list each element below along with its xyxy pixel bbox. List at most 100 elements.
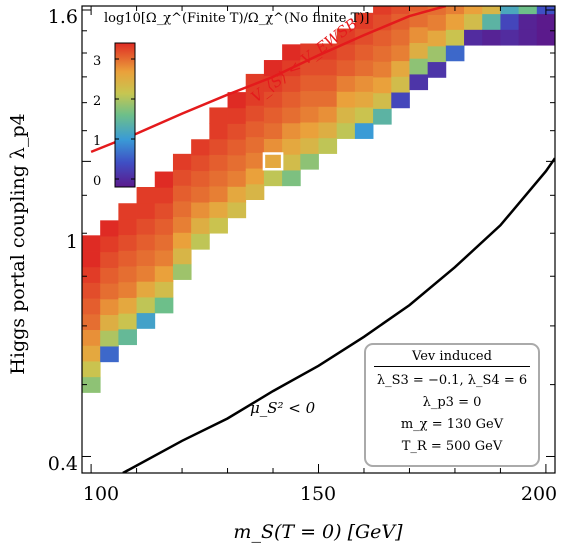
y-tick-1.6: 1.6 <box>48 6 78 28</box>
heatmap-cell <box>209 123 228 140</box>
x-tick-200: 200 <box>521 483 557 505</box>
heatmap-cell <box>136 202 156 219</box>
heatmap-cell <box>191 186 210 203</box>
heatmap-cell <box>118 313 137 330</box>
heatmap-cell <box>263 91 283 108</box>
heatmap-cell <box>191 170 210 187</box>
heatmap-cell <box>136 312 156 329</box>
heatmap-cell <box>100 330 119 347</box>
y-tick-0.4: 0.4 <box>48 453 78 475</box>
mu-squared-boundary-curve <box>122 157 555 473</box>
heatmap-cell <box>318 59 338 76</box>
heatmap-cell <box>391 76 410 93</box>
heatmap-cell <box>118 218 137 236</box>
heatmap-cell <box>354 107 374 124</box>
heatmap-cell <box>336 107 356 124</box>
heatmap-cell <box>172 153 192 170</box>
heatmap-cell <box>136 187 156 204</box>
heatmap-cell <box>318 106 338 123</box>
heatmap-cell <box>373 6 392 15</box>
heatmap-cell <box>518 13 538 30</box>
ewsb-boundary-curve <box>90 6 447 154</box>
heatmap-cell <box>82 298 101 315</box>
colorbar-tick-0: 0 <box>93 174 101 189</box>
heatmap-cell <box>172 185 192 202</box>
heatmap-cell <box>409 74 429 91</box>
heatmap-cell <box>354 75 374 92</box>
heatmap-cell <box>354 59 374 77</box>
heatmap-cell <box>409 58 429 75</box>
heatmap-cell <box>336 91 356 108</box>
heatmap-cell <box>245 121 265 138</box>
heatmap-cell <box>100 236 119 253</box>
heatmap-cell <box>154 250 174 267</box>
heatmap-cell <box>500 6 520 15</box>
colorbar-title: log10[Ω_χ^(Finite T)/Ω_χ^(No finite T)] <box>104 11 369 26</box>
heatmap-cell <box>373 61 392 78</box>
y-axis-ticks <box>82 9 555 457</box>
heatmap-cell <box>245 152 265 169</box>
heatmap-cell <box>245 183 265 200</box>
heatmap-cell <box>354 122 374 139</box>
heatmap-cell <box>354 44 374 61</box>
heatmap-cell <box>336 59 356 77</box>
heatmap-cell <box>82 266 101 283</box>
heatmap-cell <box>154 218 174 235</box>
heatmap-cell <box>282 91 301 108</box>
heatmap-cell <box>373 108 392 125</box>
heatmap-cell <box>427 30 447 47</box>
heatmap-cell <box>245 89 265 106</box>
heatmap-cell <box>354 91 374 108</box>
heatmap-cell <box>336 75 356 92</box>
legend-header: Vev induced <box>374 349 530 367</box>
heatmap-cell <box>136 234 156 251</box>
heatmap-cell <box>82 282 101 299</box>
heatmap-cell <box>154 297 174 314</box>
heatmap-cell <box>482 6 501 15</box>
heatmap-cell <box>464 13 483 30</box>
heatmap-cell <box>227 202 247 219</box>
heatmap-cell <box>391 92 410 109</box>
heatmap-cell <box>391 6 410 14</box>
heatmap-cell <box>245 168 265 185</box>
heatmap-cell <box>154 202 174 220</box>
colorbar-tick-3: 3 <box>93 54 101 69</box>
heatmap-cell <box>263 107 283 124</box>
heatmap-cell <box>263 138 283 155</box>
heatmap-cell <box>482 29 501 46</box>
heatmap-cell <box>445 45 465 62</box>
heatmap-cell <box>282 75 301 92</box>
heatmap-cell <box>373 92 392 109</box>
heatmap-cell <box>172 216 192 233</box>
x-axis-ticks <box>90 6 547 473</box>
heatmap-cell <box>245 136 265 153</box>
heatmap-cell <box>154 171 174 188</box>
heatmap-cell <box>373 77 392 94</box>
colorbar-ticks <box>115 58 135 180</box>
heatmap-cell <box>191 233 210 250</box>
heatmap-cell <box>172 169 192 186</box>
colorbar-tick-2: 2 <box>93 94 101 109</box>
heatmap-cell <box>82 329 101 346</box>
heatmap-cell <box>391 29 410 46</box>
heatmap-cell <box>118 297 137 314</box>
heatmap-cell <box>391 44 410 62</box>
heatmap-cell <box>82 313 101 331</box>
y-tick-1: 1 <box>66 231 78 253</box>
heatmap-cell <box>191 154 210 172</box>
heatmap-cell <box>282 170 301 187</box>
heatmap-cell <box>136 281 156 298</box>
heatmap-cell <box>136 249 156 266</box>
heatmap-cell <box>136 297 156 314</box>
heatmap-cell <box>300 106 319 123</box>
heatmap-cell <box>100 314 119 331</box>
heatmap-cell <box>172 248 192 265</box>
heatmap-cell <box>100 220 119 237</box>
heatmap-cell <box>209 107 228 124</box>
heatmap-cell <box>263 60 283 77</box>
y-axis-title: Higgs portal coupling λ_p4 <box>7 113 29 374</box>
heatmap-cell <box>227 154 247 172</box>
heatmap-cell <box>409 42 429 59</box>
heatmap-cell <box>118 328 137 346</box>
heatmap-cell <box>172 200 192 218</box>
